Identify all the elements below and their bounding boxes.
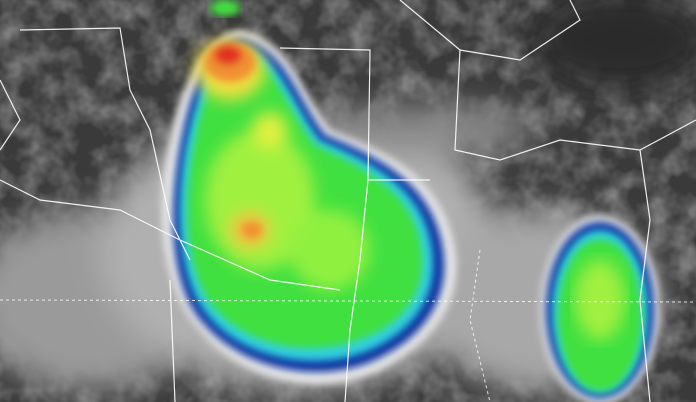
main-storm: [161, 30, 457, 385]
right-storm: [540, 215, 660, 402]
state-borders: [0, 249, 696, 402]
small-cell: [210, 0, 240, 16]
